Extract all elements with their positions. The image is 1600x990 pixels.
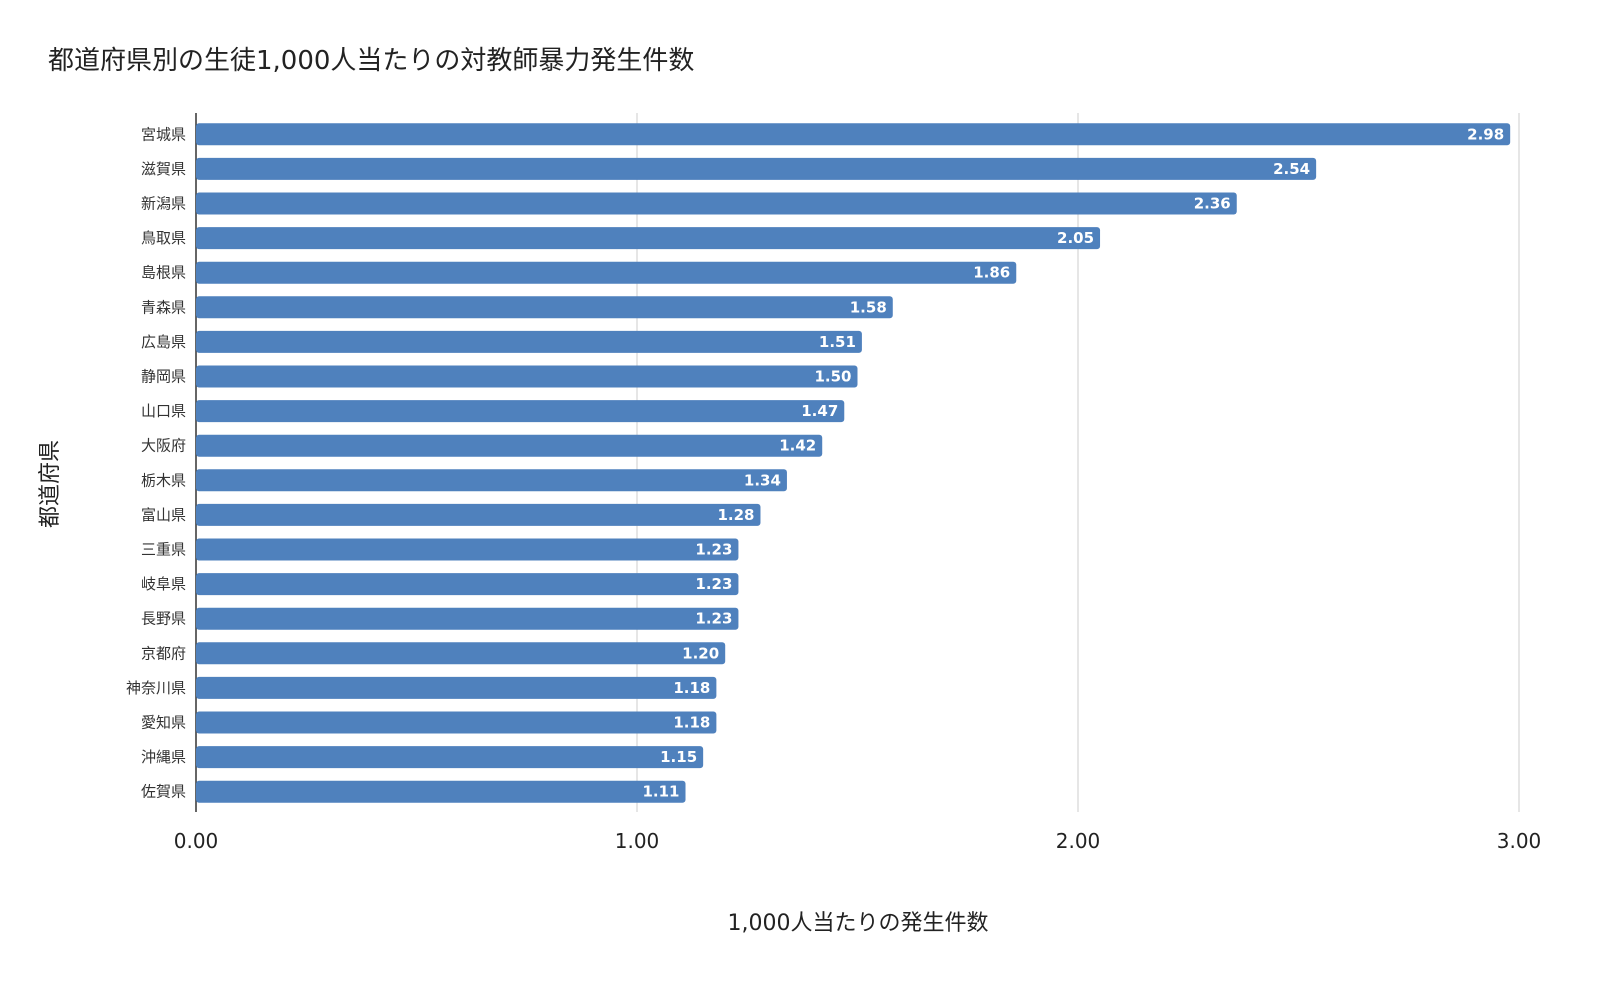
data-label: 2.98	[1467, 125, 1504, 143]
x-tick-label: 2.00	[1056, 829, 1101, 853]
bar	[196, 261, 1017, 284]
category-label: 三重県	[141, 541, 186, 559]
bar	[196, 123, 1511, 146]
bar	[196, 573, 739, 596]
category-label: 佐賀県	[141, 783, 186, 801]
bar	[196, 296, 893, 319]
chart-title: 都道府県別の生徒1,000人当たりの対教師暴力発生件数	[48, 46, 695, 76]
category-label: 愛知県	[141, 714, 186, 732]
data-label: 2.36	[1194, 195, 1231, 213]
bar	[196, 676, 717, 699]
data-label: 1.23	[695, 575, 732, 593]
category-label: 島根県	[141, 264, 186, 282]
bar	[196, 434, 823, 457]
data-label: 1.20	[682, 644, 719, 662]
bar	[196, 538, 739, 561]
data-label: 1.18	[673, 679, 710, 697]
category-label: 栃木県	[141, 471, 186, 489]
data-label: 1.42	[779, 437, 816, 455]
category-label: 富山県	[141, 506, 186, 524]
category-label: 長野県	[141, 610, 186, 628]
data-label: 1.34	[744, 471, 781, 489]
category-label: 新潟県	[141, 195, 186, 213]
category-label: 岐阜県	[141, 575, 186, 593]
data-label: 1.86	[973, 264, 1010, 282]
category-label: 宮城県	[141, 125, 186, 143]
data-label: 1.18	[673, 714, 710, 732]
category-label: 静岡県	[141, 368, 186, 386]
data-label: 1.58	[850, 298, 887, 316]
bar	[196, 711, 717, 734]
data-label: 2.05	[1057, 229, 1094, 247]
bar	[196, 330, 862, 353]
bar	[196, 642, 726, 665]
category-label: 神奈川県	[126, 679, 186, 697]
x-tick-label: 1.00	[615, 829, 660, 853]
x-axis-title: 1,000人当たりの発生件数	[727, 911, 989, 936]
bar	[196, 192, 1237, 215]
data-label: 1.50	[814, 368, 851, 386]
bar	[196, 227, 1101, 250]
data-label: 1.15	[660, 748, 697, 766]
category-label: 鳥取県	[141, 229, 186, 247]
category-label: 大阪府	[141, 437, 186, 455]
category-label: 山口県	[141, 402, 186, 420]
bar	[196, 780, 686, 803]
data-label: 1.28	[717, 506, 754, 524]
bar	[196, 365, 858, 388]
bar	[196, 746, 704, 769]
x-tick-label: 3.00	[1497, 829, 1542, 853]
data-label: 2.54	[1273, 160, 1310, 178]
category-label: 滋賀県	[141, 160, 186, 178]
data-label: 1.47	[801, 402, 838, 420]
category-label: 青森県	[141, 298, 186, 316]
bar	[196, 503, 761, 526]
category-label: 沖縄県	[141, 748, 186, 766]
data-label: 1.11	[642, 783, 679, 801]
data-label: 1.23	[695, 610, 732, 628]
bar	[196, 469, 787, 492]
x-tick-label: 0.00	[174, 829, 219, 853]
bar	[196, 400, 845, 423]
bar	[196, 607, 739, 630]
bar	[196, 157, 1317, 180]
data-label: 1.51	[819, 333, 856, 351]
data-label: 1.23	[695, 541, 732, 559]
category-label: 広島県	[141, 333, 186, 351]
category-label: 京都府	[141, 644, 186, 662]
